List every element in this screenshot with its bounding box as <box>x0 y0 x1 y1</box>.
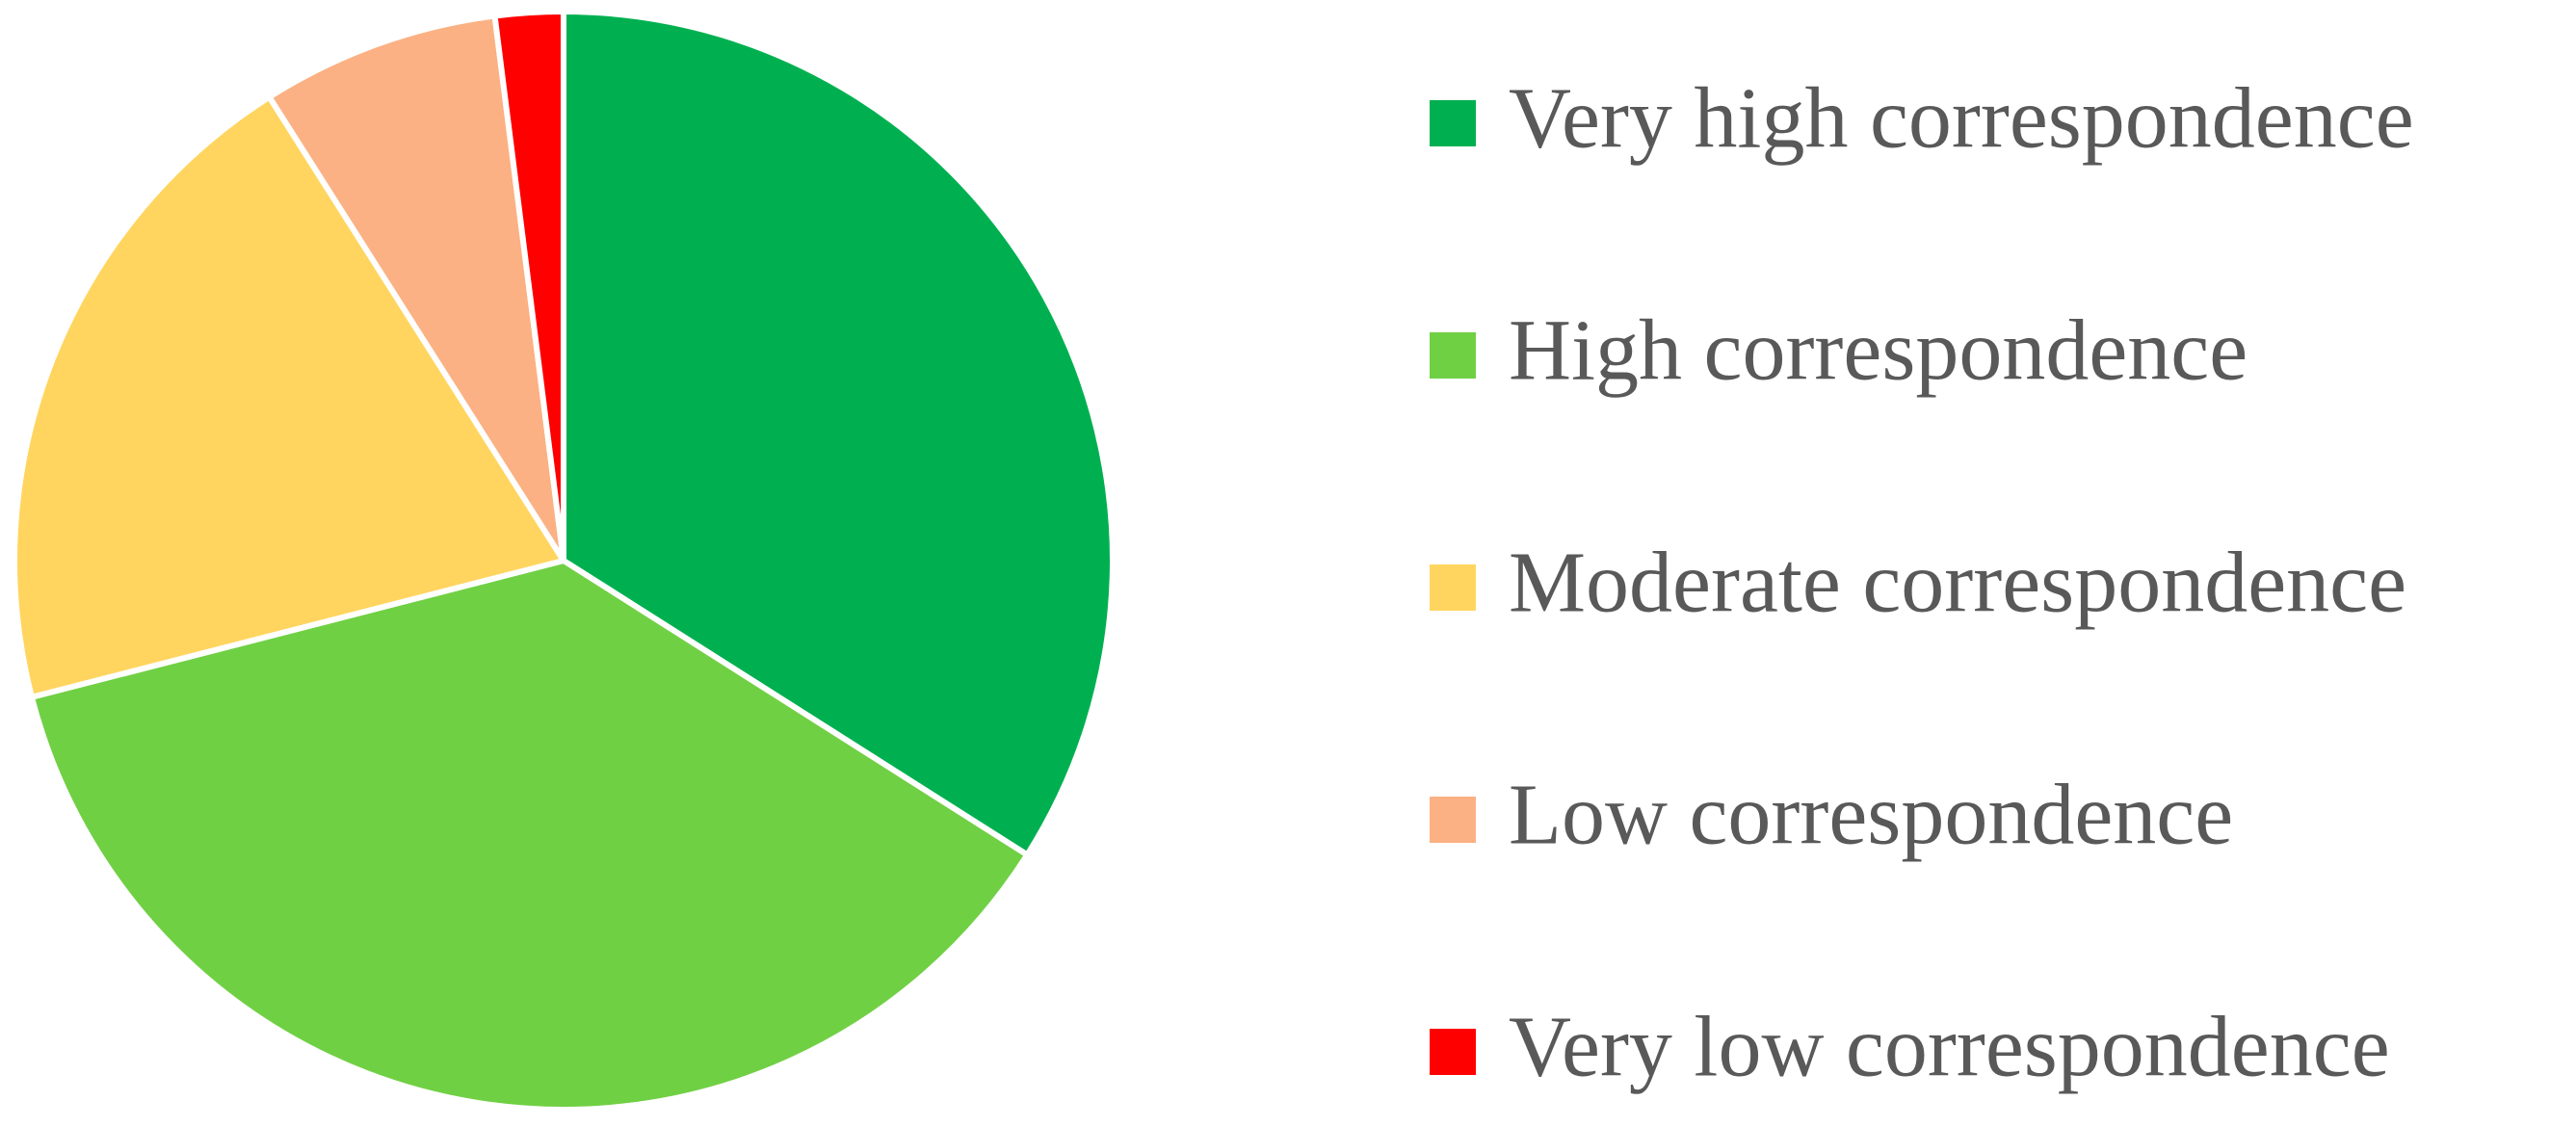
pie-slice <box>12 93 566 700</box>
legend-label: Low correspondence <box>1509 768 2233 863</box>
legend-label: Very high correspondence <box>1509 71 2414 167</box>
legend-swatch <box>1430 1029 1476 1075</box>
pie-slice <box>561 9 1116 858</box>
legend-swatch <box>1430 332 1476 379</box>
legend-swatch <box>1430 100 1476 146</box>
pie-slice <box>491 9 566 564</box>
legend-label: High correspondence <box>1509 303 2247 399</box>
pie-slice <box>266 13 566 564</box>
legend-swatch <box>1430 564 1476 611</box>
legend-label: Moderate correspondence <box>1509 536 2406 631</box>
legend-label: Very low correspondence <box>1509 1000 2390 1095</box>
legend-swatch <box>1430 797 1476 843</box>
pie-slice <box>28 558 1031 1114</box>
